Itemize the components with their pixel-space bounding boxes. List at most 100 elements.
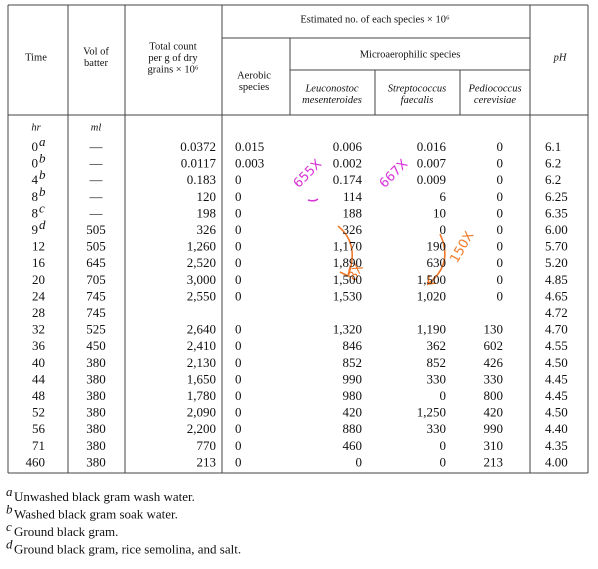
table-cell: 190 xyxy=(427,239,447,254)
table-cell: 426 xyxy=(484,355,504,370)
table-cell: 4.50 xyxy=(545,355,568,370)
table-cell: 120 xyxy=(197,189,217,204)
header-text: Aerobic xyxy=(237,70,271,81)
time-cell: 0 xyxy=(32,156,39,171)
table-cell: 2,550 xyxy=(187,288,216,303)
table-cell: 4.72 xyxy=(545,305,568,320)
table-cell: 852 xyxy=(343,355,363,370)
time-cell: 20 xyxy=(32,272,45,287)
table-cell: 1,320 xyxy=(333,322,362,337)
table-cell: — xyxy=(89,156,104,171)
table-cell: 0 xyxy=(235,239,242,254)
table-cell: 6.35 xyxy=(545,205,568,220)
time-cell: 56 xyxy=(32,421,46,436)
table-cell: — xyxy=(89,205,104,220)
table-cell: 0 xyxy=(440,454,447,469)
table-cell: 2,200 xyxy=(187,421,216,436)
table-cell: 846 xyxy=(343,338,363,353)
time-cell: 52 xyxy=(32,405,45,420)
table-cell: 5.70 xyxy=(545,239,568,254)
table-cell: 980 xyxy=(343,388,363,403)
table-cell: 0 xyxy=(440,438,447,453)
time-cell: 71 xyxy=(32,438,45,453)
table-cell: 0.015 xyxy=(235,139,264,154)
table-cell: 198 xyxy=(197,205,217,220)
table-cell: 0 xyxy=(497,189,504,204)
table-cell: 0 xyxy=(235,272,242,287)
time-cell: 28 xyxy=(32,305,45,320)
annotation: 150X xyxy=(448,229,478,266)
table-cell: 1,260 xyxy=(187,239,216,254)
table-cell: 0 xyxy=(235,388,242,403)
header-text: grains × 10⁶ xyxy=(148,64,199,75)
footnote-ref: d xyxy=(39,217,46,232)
time-cell: 4 xyxy=(32,172,39,187)
table-cell: 380 xyxy=(86,454,106,469)
table-cell: 6.25 xyxy=(545,189,568,204)
table-cell: 0 xyxy=(235,421,242,436)
table-cell: 0.003 xyxy=(235,156,264,171)
unit: hr xyxy=(31,122,41,133)
table-cell: 4.00 xyxy=(545,454,568,469)
table-cell: 770 xyxy=(197,438,217,453)
table-cell: 310 xyxy=(484,438,504,453)
header-text: per g of dry xyxy=(148,53,198,64)
table-cell: — xyxy=(89,189,104,204)
time-cell: 8 xyxy=(32,205,39,220)
time-cell: 48 xyxy=(32,388,45,403)
table-cell: 1,530 xyxy=(333,288,362,303)
table-cell: 0 xyxy=(497,156,504,171)
table-cell: 0 xyxy=(440,222,447,237)
table-cell: 0 xyxy=(440,388,447,403)
table-cell: 0.016 xyxy=(417,139,447,154)
table-cell: 4.70 xyxy=(545,322,568,337)
time-cell: 460 xyxy=(26,454,46,469)
footnote-ref: b xyxy=(39,167,46,182)
table-rules xyxy=(7,4,589,474)
header-text: cerevisiae xyxy=(474,95,517,106)
table-cell: 6.2 xyxy=(545,172,561,187)
table-cell: 505 xyxy=(86,222,106,237)
table-cell: 213 xyxy=(484,454,504,469)
table-cell: 4.55 xyxy=(545,338,568,353)
table-cell: 213 xyxy=(197,454,217,469)
annotation: 667X xyxy=(377,157,412,192)
header-text: Leuconostoc xyxy=(304,83,358,94)
table-cell: 0 xyxy=(235,172,242,187)
table-cell: 990 xyxy=(484,421,504,436)
table-cell: 0 xyxy=(235,205,242,220)
table-cell: 5.20 xyxy=(545,255,568,270)
table-cell: — xyxy=(89,139,104,154)
table-cell: 0 xyxy=(497,205,504,220)
table-cell: 380 xyxy=(86,355,106,370)
header-text: batter xyxy=(84,58,108,69)
time-cell: 16 xyxy=(32,255,46,270)
header-text: mesenteroides xyxy=(302,95,362,106)
header-text: faecalis xyxy=(401,95,434,106)
table-cell: 0 xyxy=(235,371,242,386)
table-cell: 114 xyxy=(343,189,363,204)
table-cell: 0 xyxy=(497,255,504,270)
footnote-mark: d xyxy=(6,536,13,551)
table-cell: 2,130 xyxy=(187,355,216,370)
annotation: 8X xyxy=(346,261,368,283)
footnote-ref: a xyxy=(39,134,46,149)
table-cell: 380 xyxy=(86,421,106,436)
table-cell: 705 xyxy=(86,272,106,287)
table-cell: 0.006 xyxy=(333,139,363,154)
time-cell: 40 xyxy=(32,355,45,370)
table-cell: 1,500 xyxy=(417,272,446,287)
table-cell: 450 xyxy=(86,338,106,353)
table-cell: 852 xyxy=(427,355,447,370)
time-cell: 44 xyxy=(32,371,46,386)
table-cell: 0 xyxy=(235,405,242,420)
table-cell: 880 xyxy=(343,421,363,436)
table-cell: 0 xyxy=(235,288,242,303)
table-cell: 0.0117 xyxy=(181,156,217,171)
table-cell: 4.40 xyxy=(545,421,568,436)
table-cell: 0 xyxy=(235,355,242,370)
table-cell: 0 xyxy=(235,255,242,270)
table-cell: 0 xyxy=(235,322,242,337)
table-cell: 0.007 xyxy=(417,156,447,171)
table-cell: 380 xyxy=(86,371,106,386)
